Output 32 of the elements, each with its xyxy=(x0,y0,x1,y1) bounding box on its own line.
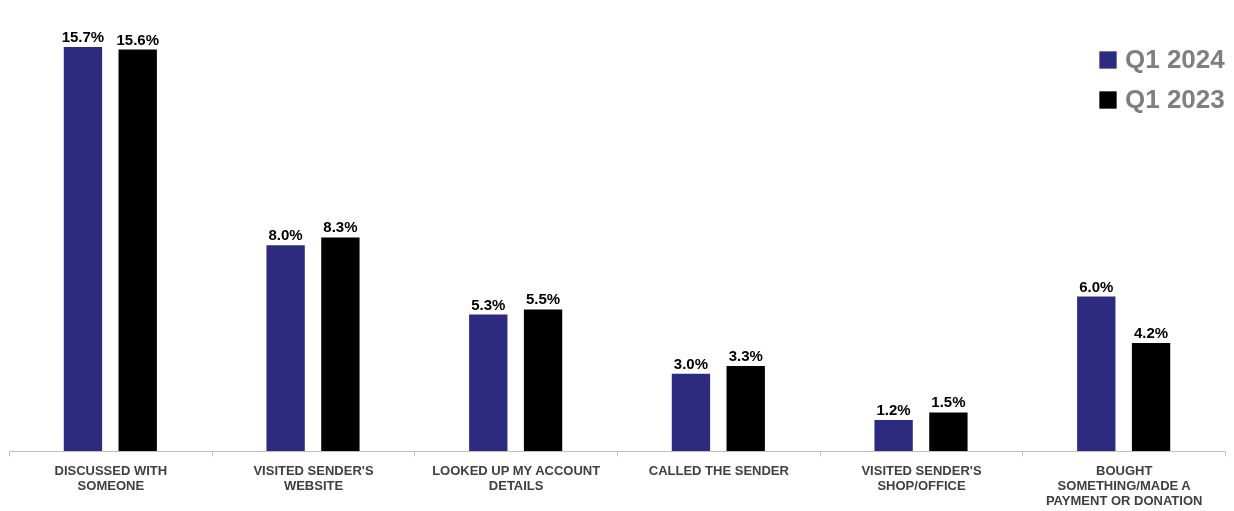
bar xyxy=(929,412,968,451)
x-tick-label: CALLED THE SENDER xyxy=(648,462,790,478)
bar xyxy=(671,373,711,451)
data-label: 8.0% xyxy=(268,226,303,244)
bar xyxy=(1131,342,1171,451)
x-tick-label: DISCUSSED WITH SOMEONE xyxy=(54,462,168,493)
bar xyxy=(523,309,563,451)
bar xyxy=(726,366,765,451)
x-tick-label: LOOKED UP MY ACCOUNT DETAILS xyxy=(432,462,601,493)
data-label: 5.3% xyxy=(471,295,506,313)
x-tick-label: VISITED SENDER'S WEBSITE xyxy=(253,462,374,493)
x-tick-label: BOUGHT SOMETHING/MADE A PAYMENT OR DONATION xyxy=(1045,462,1203,508)
bar xyxy=(266,245,305,451)
bar xyxy=(321,237,360,451)
data-label: 1.5% xyxy=(931,393,966,411)
data-label: 3.3% xyxy=(728,347,763,365)
bar xyxy=(118,49,157,451)
legend-label: Q1 2023 xyxy=(1125,84,1225,114)
bar xyxy=(1077,296,1116,451)
legend-label: Q1 2024 xyxy=(1125,44,1226,74)
bar xyxy=(63,47,103,451)
data-label: 4.2% xyxy=(1133,323,1169,341)
data-label: 15.7% xyxy=(61,28,105,45)
bar xyxy=(874,420,913,451)
data-label: 6.0% xyxy=(1079,277,1114,295)
x-tick-label: VISITED SENDER'S SHOP/OFFICE xyxy=(861,462,982,493)
data-label: 15.6% xyxy=(116,30,159,48)
bar xyxy=(469,314,508,451)
data-label: 5.5% xyxy=(525,290,561,308)
data-label: 8.3% xyxy=(323,218,358,236)
data-label: 3.0% xyxy=(673,354,709,372)
data-label: 1.2% xyxy=(876,401,911,419)
